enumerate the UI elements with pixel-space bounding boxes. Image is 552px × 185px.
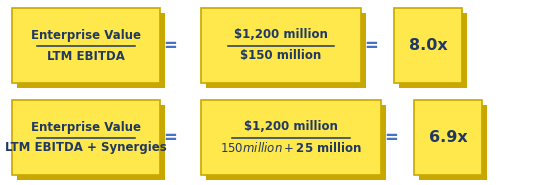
- FancyBboxPatch shape: [17, 105, 165, 180]
- Text: 6.9x: 6.9x: [428, 130, 468, 145]
- Text: $150 million + $25 million: $150 million + $25 million: [220, 142, 362, 156]
- FancyBboxPatch shape: [419, 105, 487, 180]
- FancyBboxPatch shape: [201, 8, 361, 83]
- Text: =: =: [163, 129, 177, 147]
- FancyBboxPatch shape: [201, 100, 381, 175]
- FancyBboxPatch shape: [394, 8, 462, 83]
- FancyBboxPatch shape: [414, 100, 482, 175]
- FancyBboxPatch shape: [12, 100, 160, 175]
- Text: $150 million: $150 million: [240, 50, 322, 63]
- Text: Enterprise Value: Enterprise Value: [31, 28, 141, 41]
- FancyBboxPatch shape: [399, 13, 467, 88]
- FancyBboxPatch shape: [12, 8, 160, 83]
- Text: Enterprise Value: Enterprise Value: [31, 120, 141, 134]
- Text: =: =: [364, 36, 378, 55]
- Text: $1,200 million: $1,200 million: [244, 120, 338, 134]
- FancyBboxPatch shape: [17, 13, 165, 88]
- Text: =: =: [384, 129, 398, 147]
- FancyBboxPatch shape: [206, 13, 366, 88]
- FancyBboxPatch shape: [206, 105, 386, 180]
- Text: LTM EBITDA + Synergies: LTM EBITDA + Synergies: [5, 142, 167, 154]
- Text: LTM EBITDA: LTM EBITDA: [47, 50, 125, 63]
- Text: =: =: [163, 36, 177, 55]
- Text: $1,200 million: $1,200 million: [234, 28, 328, 41]
- Text: 8.0x: 8.0x: [408, 38, 447, 53]
